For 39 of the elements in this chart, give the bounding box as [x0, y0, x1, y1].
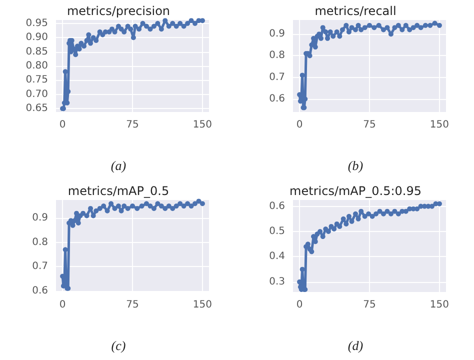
x-tick-label: 0 [59, 120, 66, 130]
y-tick-label: 0.7 [32, 261, 48, 272]
chart-title: metrics/mAP_0.5:0.95 [290, 184, 422, 198]
y-tick-label: 0.4 [269, 251, 285, 262]
x-tick-label: 0 [296, 120, 303, 130]
y-tick-label: 0.5 [269, 226, 285, 238]
y-tick-label: 0.8 [269, 50, 285, 62]
chart-title: metrics/precision [66, 4, 170, 18]
text: (b) [348, 158, 364, 173]
x-tick-label: 75 [126, 300, 139, 310]
x-tick-label: 150 [430, 120, 450, 130]
text: (c) [111, 338, 126, 353]
x-tick-label: 75 [363, 300, 376, 310]
x-tick-label: 150 [192, 300, 212, 310]
y-tick-label: 0.3 [269, 276, 285, 288]
y-tick-label: 0.6 [269, 200, 285, 212]
text: (a) [110, 158, 126, 173]
text: (d) [348, 338, 364, 353]
y-tick-label: 0.6 [269, 94, 285, 105]
y-tick-label: 0.6 [32, 285, 48, 296]
y-tick-label: 0.80 [26, 60, 48, 72]
y-tick-label: 0.9 [269, 28, 285, 40]
x-tick-label: 0 [59, 300, 66, 310]
y-tick-label: 0.65 [26, 103, 48, 114]
x-tick-label: 75 [126, 120, 139, 130]
y-tick-label: 0.7 [269, 72, 285, 83]
y-tick-label: 0.70 [26, 88, 48, 100]
x-tick-label: 150 [430, 300, 450, 310]
chart-title: metrics/recall [314, 4, 396, 18]
y-tick-label: 0.8 [32, 236, 48, 248]
y-tick-label: 0.75 [26, 74, 48, 86]
y-tick-label: 0.90 [26, 32, 48, 44]
x-tick-label: 0 [296, 300, 303, 310]
x-tick-label: 150 [192, 120, 212, 130]
chart-title: metrics/mAP_0.5 [68, 184, 170, 198]
y-tick-label: 0.95 [26, 18, 48, 29]
y-tick-label: 0.85 [26, 46, 48, 58]
x-tick-label: 75 [363, 120, 376, 130]
y-tick-label: 0.9 [32, 212, 48, 224]
